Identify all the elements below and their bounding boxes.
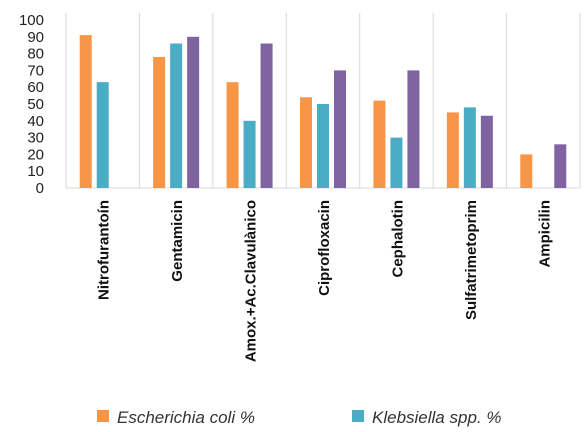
bar-1-6 — [446, 112, 459, 188]
bars-group — [79, 35, 567, 189]
bar-2-2 — [170, 43, 183, 188]
bar-1-5 — [373, 100, 386, 188]
y-tick-label: 30 — [27, 130, 44, 147]
bar-3-3 — [260, 43, 273, 188]
legend-swatch — [97, 410, 109, 422]
bar-2-4 — [317, 104, 329, 188]
bar-1-1 — [79, 35, 92, 189]
bar-3-2 — [187, 36, 200, 188]
y-tick-label: 40 — [27, 113, 44, 130]
y-tick-label: 90 — [27, 29, 44, 46]
category-label: Gentamicin — [169, 200, 186, 282]
y-tick-label: 70 — [27, 62, 44, 79]
category-label: Ciprofloxacin — [316, 200, 333, 296]
category-label: Nitrofurantoín — [96, 200, 113, 300]
bar-3-7 — [554, 144, 567, 188]
y-tick-label: 100 — [19, 12, 44, 29]
legend-swatch — [352, 410, 364, 422]
category-label: Ampicilin — [536, 200, 553, 268]
bar-1-3 — [226, 82, 239, 188]
bar-3-6 — [480, 115, 493, 188]
bar-2-6 — [463, 107, 476, 188]
y-tick-label: 50 — [27, 96, 44, 113]
bar-2-1 — [96, 82, 109, 188]
bar-3-4 — [334, 70, 346, 188]
category-label: Cephalotin — [389, 200, 406, 278]
legend: Escherichia coli % Klebsiella spp. % — [97, 408, 501, 427]
y-tick-label: 10 — [27, 163, 44, 180]
bar-2-3 — [243, 120, 256, 188]
bar-1-2 — [153, 56, 166, 189]
category-label: Sulfatrimetoprim — [463, 200, 480, 320]
legend-label: Escherichia coli % — [117, 408, 255, 427]
legend-label: Klebsiella spp. % — [372, 408, 501, 427]
bar-1-4 — [300, 97, 312, 188]
y-tick-label: 0 — [36, 180, 44, 197]
category-labels: Nitrofurantoín Gentamicin Amox.+Ac.Clavulà… — [96, 200, 554, 362]
category-label: Amox.+Ac.Clavulànico — [243, 200, 260, 362]
y-tick-label: 20 — [27, 146, 44, 163]
y-tick-label: 60 — [27, 79, 44, 96]
y-tick-label: 80 — [27, 46, 44, 63]
bar-3-5 — [407, 70, 420, 188]
bar-1-7 — [520, 154, 533, 188]
bar-2-5 — [390, 137, 403, 188]
